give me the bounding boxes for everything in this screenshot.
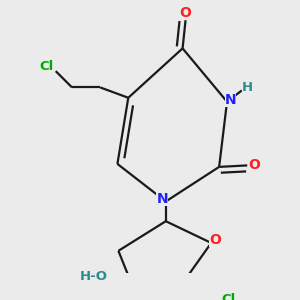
Polygon shape xyxy=(130,276,184,285)
Text: Cl: Cl xyxy=(221,293,236,300)
Text: N: N xyxy=(225,93,236,107)
Text: H-O: H-O xyxy=(80,270,108,284)
Text: H: H xyxy=(242,81,253,94)
Text: O: O xyxy=(180,6,191,20)
Text: N: N xyxy=(156,192,168,206)
Text: O: O xyxy=(209,233,221,247)
Text: O: O xyxy=(249,158,261,172)
Text: Cl: Cl xyxy=(40,60,54,73)
